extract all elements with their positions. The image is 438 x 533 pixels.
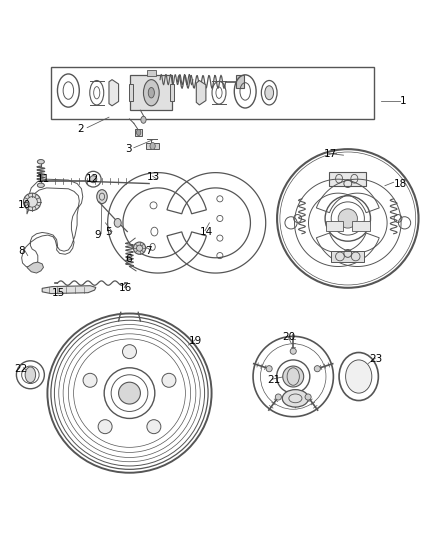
Bar <box>237 75 244 88</box>
Ellipse shape <box>141 116 146 123</box>
Text: 13: 13 <box>147 172 160 182</box>
Text: 10: 10 <box>18 200 31 211</box>
Circle shape <box>283 366 304 387</box>
Ellipse shape <box>283 390 308 407</box>
Bar <box>129 84 133 101</box>
Text: 21: 21 <box>267 375 280 385</box>
Circle shape <box>290 348 296 354</box>
Ellipse shape <box>114 219 121 227</box>
Circle shape <box>147 419 161 434</box>
Circle shape <box>83 373 97 387</box>
Circle shape <box>275 394 281 400</box>
Bar <box>326 221 343 231</box>
Ellipse shape <box>265 86 274 100</box>
Circle shape <box>98 419 112 434</box>
Ellipse shape <box>346 361 371 392</box>
Ellipse shape <box>137 130 141 135</box>
Text: 20: 20 <box>283 332 296 342</box>
Ellipse shape <box>37 183 44 188</box>
Text: 5: 5 <box>106 228 112 237</box>
Text: 2: 2 <box>77 124 84 134</box>
Text: 16: 16 <box>119 284 132 293</box>
Bar <box>170 84 174 101</box>
Bar <box>147 70 155 76</box>
Circle shape <box>266 366 272 372</box>
Ellipse shape <box>150 142 155 149</box>
Text: 12: 12 <box>86 174 99 184</box>
Circle shape <box>134 242 146 254</box>
Polygon shape <box>196 80 206 105</box>
Circle shape <box>162 373 176 387</box>
Circle shape <box>314 366 320 372</box>
Text: 18: 18 <box>394 179 407 189</box>
Text: 14: 14 <box>199 227 212 237</box>
Circle shape <box>338 209 357 228</box>
Bar <box>51 67 374 119</box>
Text: 8: 8 <box>18 246 25 256</box>
Text: 9: 9 <box>95 230 101 240</box>
Text: 6: 6 <box>125 254 132 264</box>
Text: 15: 15 <box>52 288 65 298</box>
Bar <box>146 143 159 149</box>
Bar <box>329 172 366 185</box>
Polygon shape <box>42 286 96 294</box>
Text: 1: 1 <box>400 95 407 106</box>
Text: 17: 17 <box>324 149 337 159</box>
Bar <box>352 221 370 231</box>
Text: 3: 3 <box>125 143 132 154</box>
Text: 22: 22 <box>14 364 28 374</box>
Bar <box>135 130 142 135</box>
Text: 7: 7 <box>145 246 152 256</box>
Ellipse shape <box>144 79 159 106</box>
Text: 11: 11 <box>36 174 50 184</box>
Ellipse shape <box>90 176 97 183</box>
Circle shape <box>119 382 141 404</box>
Polygon shape <box>109 79 119 106</box>
Bar <box>131 75 172 110</box>
Circle shape <box>305 394 311 400</box>
Circle shape <box>23 193 41 211</box>
Text: 23: 23 <box>370 354 383 364</box>
Ellipse shape <box>97 190 107 204</box>
Text: 19: 19 <box>188 336 201 346</box>
Polygon shape <box>27 262 43 273</box>
Bar <box>331 251 364 262</box>
Ellipse shape <box>148 87 154 98</box>
Ellipse shape <box>37 159 44 164</box>
Circle shape <box>123 345 137 359</box>
Ellipse shape <box>25 367 35 383</box>
